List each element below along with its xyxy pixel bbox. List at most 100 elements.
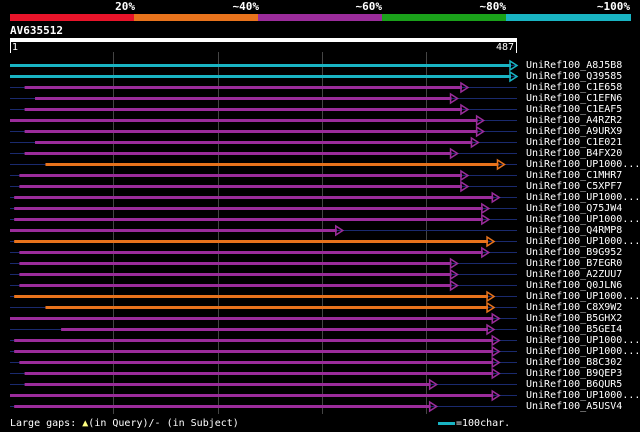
- hit-label[interactable]: UniRef100_B9G952: [526, 247, 623, 258]
- hit-label[interactable]: UniRef100_UP1000...: [526, 214, 640, 225]
- alignment-row[interactable]: [10, 356, 517, 369]
- alignment-bar[interactable]: [19, 251, 483, 254]
- alignment-row[interactable]: [10, 389, 517, 402]
- hit-label[interactable]: UniRef100_UP1000...: [526, 192, 640, 203]
- hit-label[interactable]: UniRef100_Q4RMP8: [526, 225, 623, 236]
- alignment-bar[interactable]: [19, 262, 452, 265]
- alignment-bar[interactable]: [35, 97, 452, 100]
- hit-label[interactable]: UniRef100_Q39585: [526, 71, 623, 82]
- alignment-bar[interactable]: [45, 306, 489, 309]
- alignment-bar[interactable]: [14, 295, 489, 298]
- hit-label[interactable]: UniRef100_UP1000...: [526, 390, 640, 401]
- hit-label[interactable]: UniRef100_C5XPF7: [526, 181, 623, 192]
- alignment-bar[interactable]: [24, 152, 452, 155]
- hit-label[interactable]: UniRef100_C8X9W2: [526, 302, 623, 313]
- alignment-bar[interactable]: [24, 108, 462, 111]
- alignment-bar[interactable]: [19, 284, 452, 287]
- hit-label[interactable]: UniRef100_C1EAF5: [526, 104, 623, 115]
- alignment-row[interactable]: [10, 136, 517, 149]
- alignment-row[interactable]: [10, 59, 519, 72]
- alignment-row[interactable]: [10, 70, 519, 83]
- alignment-bar[interactable]: [14, 196, 494, 199]
- alignment-bar[interactable]: [14, 207, 483, 210]
- alignment-row[interactable]: [10, 202, 517, 215]
- alignment-bar[interactable]: [10, 75, 511, 78]
- hit-label[interactable]: UniRef100_B7EGR0: [526, 258, 623, 269]
- alignment-row[interactable]: [10, 257, 517, 270]
- identity-color-legend: [10, 14, 631, 21]
- alignment-bar[interactable]: [24, 372, 494, 375]
- alignment-row[interactable]: [10, 158, 517, 171]
- alignment-row[interactable]: [10, 169, 517, 182]
- hit-label[interactable]: UniRef100_Q75JW4: [526, 203, 623, 214]
- alignment-bar[interactable]: [45, 163, 499, 166]
- query-end-tick: [516, 42, 517, 53]
- alignment-row[interactable]: [10, 125, 517, 138]
- alignment-bar[interactable]: [14, 339, 494, 342]
- alignment-row[interactable]: [10, 290, 517, 303]
- alignment-row[interactable]: [10, 114, 517, 127]
- alignment-bar[interactable]: [24, 130, 478, 133]
- hit-label[interactable]: UniRef100_A9URX9: [526, 126, 623, 137]
- alignment-row[interactable]: [10, 103, 517, 116]
- alignment-row[interactable]: [10, 279, 517, 292]
- hit-label[interactable]: UniRef100_UP1000...: [526, 335, 640, 346]
- alignment-row[interactable]: [10, 235, 517, 248]
- alignment-row[interactable]: [10, 224, 517, 237]
- alignment-end-arrow-icon: [486, 323, 496, 336]
- alignment-row[interactable]: [10, 213, 517, 226]
- alignment-row[interactable]: [10, 191, 517, 204]
- alignment-bar[interactable]: [10, 64, 511, 67]
- alignment-bar[interactable]: [14, 240, 489, 243]
- hit-label[interactable]: UniRef100_C1E658: [526, 82, 623, 93]
- alignment-bar[interactable]: [35, 141, 473, 144]
- alignment-row[interactable]: [10, 323, 517, 336]
- hit-label[interactable]: UniRef100_B5GHX2: [526, 313, 623, 324]
- alignment-bar[interactable]: [14, 350, 494, 353]
- alignment-row[interactable]: [10, 345, 517, 358]
- alignment-bar[interactable]: [14, 405, 431, 408]
- hit-label[interactable]: UniRef100_A8J5B8: [526, 60, 623, 71]
- alignment-row[interactable]: [10, 92, 517, 105]
- legend-seg-100: [506, 14, 631, 21]
- hit-label[interactable]: UniRef100_C1EFN6: [526, 93, 623, 104]
- alignment-bar[interactable]: [10, 394, 494, 397]
- alignment-row[interactable]: [10, 81, 517, 94]
- hit-label[interactable]: UniRef100_C1MHR7: [526, 170, 623, 181]
- hit-label[interactable]: UniRef100_B9QEP3: [526, 368, 623, 379]
- alignment-row[interactable]: [10, 301, 517, 314]
- alignment-bar[interactable]: [19, 361, 494, 364]
- hit-label[interactable]: UniRef100_B6QUR5: [526, 379, 623, 390]
- hit-label[interactable]: UniRef100_B4FX20: [526, 148, 623, 159]
- hit-label[interactable]: UniRef100_A5USV4: [526, 401, 623, 412]
- hit-label[interactable]: UniRef100_B8C302: [526, 357, 623, 368]
- alignment-row[interactable]: [10, 400, 517, 413]
- alignment-bar[interactable]: [19, 273, 452, 276]
- hit-label[interactable]: UniRef100_A2ZUU7: [526, 269, 623, 280]
- alignment-row[interactable]: [10, 180, 517, 193]
- alignment-bar[interactable]: [24, 383, 431, 386]
- alignment-row[interactable]: [10, 268, 517, 281]
- alignment-bar[interactable]: [10, 317, 494, 320]
- hit-label[interactable]: UniRef100_Q0JLN6: [526, 280, 623, 291]
- alignment-bar[interactable]: [24, 86, 462, 89]
- alignment-bar[interactable]: [61, 328, 489, 331]
- alignment-row[interactable]: [10, 378, 517, 391]
- hit-label[interactable]: UniRef100_B5GEI4: [526, 324, 623, 335]
- alignment-bar[interactable]: [10, 119, 478, 122]
- alignment-bar[interactable]: [19, 185, 462, 188]
- alignment-row[interactable]: [10, 334, 517, 347]
- alignment-row[interactable]: [10, 312, 517, 325]
- alignment-bar[interactable]: [14, 218, 483, 221]
- hit-label[interactable]: UniRef100_UP1000...: [526, 236, 640, 247]
- alignment-row[interactable]: [10, 246, 517, 259]
- hit-label[interactable]: UniRef100_UP1000...: [526, 159, 640, 170]
- hit-label[interactable]: UniRef100_UP1000...: [526, 346, 640, 357]
- alignment-row[interactable]: [10, 367, 517, 380]
- hit-label[interactable]: UniRef100_UP1000...: [526, 291, 640, 302]
- hit-label[interactable]: UniRef100_C1E021: [526, 137, 623, 148]
- alignment-bar[interactable]: [19, 174, 462, 177]
- alignment-row[interactable]: [10, 147, 517, 160]
- alignment-bar[interactable]: [10, 229, 337, 232]
- hit-label[interactable]: UniRef100_A4RZR2: [526, 115, 623, 126]
